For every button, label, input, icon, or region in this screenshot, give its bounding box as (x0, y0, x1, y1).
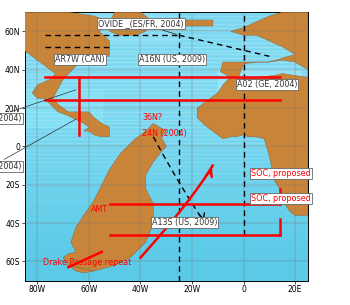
Bar (25, 177, 308, 181)
Bar (25, 227, 308, 231)
Text: A16N (US, 2009): A16N (US, 2009) (139, 55, 205, 64)
Bar (25, 124, 308, 127)
Bar (25, 139, 308, 142)
Polygon shape (110, 12, 153, 35)
Bar (25, 142, 308, 146)
Bar (25, 39, 308, 43)
Bar (25, 219, 308, 223)
Text: AR7W (CAN): AR7W (CAN) (55, 55, 105, 64)
Polygon shape (63, 124, 166, 271)
Bar (25, 166, 308, 169)
Bar (25, 277, 308, 281)
Polygon shape (179, 20, 213, 26)
Bar (25, 246, 308, 250)
Bar (25, 146, 308, 150)
Bar (25, 16, 308, 20)
Bar (25, 20, 308, 24)
Bar (25, 108, 308, 112)
Bar (25, 223, 308, 227)
Bar (25, 154, 308, 158)
Bar (25, 196, 308, 200)
Bar (25, 258, 308, 261)
Text: SOC, proposed: SOC, proposed (251, 169, 311, 178)
Text: OVIDE _(ES/FR, 2004): OVIDE _(ES/FR, 2004) (98, 19, 183, 34)
Bar (25, 35, 308, 39)
Text: Drake Passage repeat: Drake Passage repeat (43, 258, 131, 267)
Bar (25, 131, 308, 135)
Bar (25, 58, 308, 62)
Text: A22 (US, 2004): A22 (US, 2004) (0, 90, 76, 123)
Bar (25, 54, 308, 58)
Bar (25, 269, 308, 273)
Bar (25, 208, 308, 212)
Text: SOC, proposed: SOC, proposed (251, 194, 311, 203)
Bar (25, 85, 308, 89)
Bar (218, 70, 300, 89)
Bar (25, 112, 308, 116)
Bar (25, 120, 308, 124)
Bar (25, 261, 308, 265)
Bar (25, 100, 308, 104)
Bar (25, 162, 308, 166)
Polygon shape (25, 12, 110, 137)
Bar (25, 265, 308, 269)
Bar (25, 158, 308, 162)
Bar (25, 150, 308, 154)
Bar (25, 27, 308, 31)
Bar (25, 250, 308, 254)
Bar (25, 74, 308, 77)
Bar (25, 47, 308, 51)
Bar (25, 173, 308, 177)
Bar (25, 62, 308, 66)
Bar (25, 169, 308, 173)
Bar (25, 200, 308, 204)
Bar (25, 192, 308, 196)
Bar (25, 212, 308, 215)
Bar (25, 127, 308, 131)
Bar (25, 181, 308, 185)
Bar (25, 31, 308, 35)
Bar (25, 12, 179, 41)
Bar (25, 215, 308, 219)
Bar (25, 24, 308, 27)
Bar (25, 239, 308, 242)
Bar (25, 116, 308, 120)
Bar (25, 204, 308, 208)
Bar (25, 97, 308, 100)
Bar (25, 70, 308, 74)
Text: 36N?: 36N? (142, 113, 162, 122)
Text: A22 (US, 2004): A22 (US, 2004) (0, 119, 76, 171)
Bar (25, 43, 308, 47)
Bar (25, 51, 308, 54)
Bar (25, 66, 308, 70)
Text: 24N (2004): 24N (2004) (142, 129, 187, 138)
Bar (25, 242, 308, 246)
Bar (25, 235, 308, 239)
Polygon shape (68, 265, 94, 273)
Bar (25, 77, 308, 81)
Text: AMT: AMT (91, 205, 108, 214)
Bar (25, 188, 308, 192)
Bar (25, 231, 308, 235)
Polygon shape (197, 12, 308, 215)
Bar (25, 273, 308, 277)
Bar (25, 135, 308, 139)
Bar (25, 12, 308, 16)
Bar (25, 104, 308, 108)
Bar (25, 89, 102, 127)
Bar (25, 93, 308, 97)
Bar (25, 185, 308, 188)
Text: A02 (GE, 2004): A02 (GE, 2004) (237, 80, 297, 89)
Bar (25, 254, 308, 258)
Bar (25, 81, 308, 85)
Bar (25, 89, 308, 93)
Text: A13S (US, 2009): A13S (US, 2009) (152, 218, 217, 228)
